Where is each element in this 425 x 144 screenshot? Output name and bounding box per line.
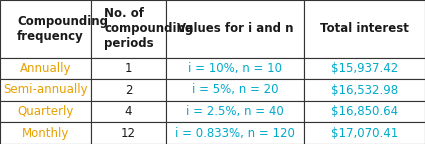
Text: Compounding
frequency: Compounding frequency bbox=[17, 15, 108, 43]
Text: No. of
compounding
periods: No. of compounding periods bbox=[104, 7, 193, 50]
Bar bbox=[166, 101, 304, 122]
Bar bbox=[0, 79, 91, 101]
Text: i = 10%, n = 10: i = 10%, n = 10 bbox=[188, 62, 282, 75]
Bar bbox=[304, 101, 425, 122]
Text: 2: 2 bbox=[125, 84, 132, 96]
Bar bbox=[91, 58, 166, 79]
Text: $16,850.64: $16,850.64 bbox=[331, 105, 398, 118]
Bar bbox=[0, 0, 91, 58]
Bar bbox=[304, 79, 425, 101]
Text: i = 2.5%, n = 40: i = 2.5%, n = 40 bbox=[186, 105, 284, 118]
Bar bbox=[166, 79, 304, 101]
Bar bbox=[304, 122, 425, 144]
Text: $15,937.42: $15,937.42 bbox=[331, 62, 398, 75]
Bar bbox=[166, 58, 304, 79]
Bar bbox=[166, 122, 304, 144]
Text: 4: 4 bbox=[125, 105, 132, 118]
Bar bbox=[0, 122, 91, 144]
Text: $17,070.41: $17,070.41 bbox=[331, 127, 398, 140]
Text: Quarterly: Quarterly bbox=[17, 105, 74, 118]
Bar bbox=[91, 122, 166, 144]
Text: Annually: Annually bbox=[20, 62, 71, 75]
Bar bbox=[0, 58, 91, 79]
Text: Semi-annually: Semi-annually bbox=[3, 84, 88, 96]
Bar bbox=[91, 101, 166, 122]
Text: 12: 12 bbox=[121, 127, 136, 140]
Bar bbox=[0, 101, 91, 122]
Text: Values for i and n: Values for i and n bbox=[176, 22, 293, 35]
Text: 1: 1 bbox=[125, 62, 132, 75]
Bar bbox=[91, 0, 166, 58]
Bar bbox=[166, 0, 304, 58]
Bar bbox=[304, 0, 425, 58]
Text: Monthly: Monthly bbox=[22, 127, 69, 140]
Bar bbox=[304, 58, 425, 79]
Text: i = 5%, n = 20: i = 5%, n = 20 bbox=[192, 84, 278, 96]
Text: $16,532.98: $16,532.98 bbox=[331, 84, 398, 96]
Bar bbox=[91, 79, 166, 101]
Text: i = 0.833%, n = 120: i = 0.833%, n = 120 bbox=[175, 127, 295, 140]
Text: Total interest: Total interest bbox=[320, 22, 409, 35]
